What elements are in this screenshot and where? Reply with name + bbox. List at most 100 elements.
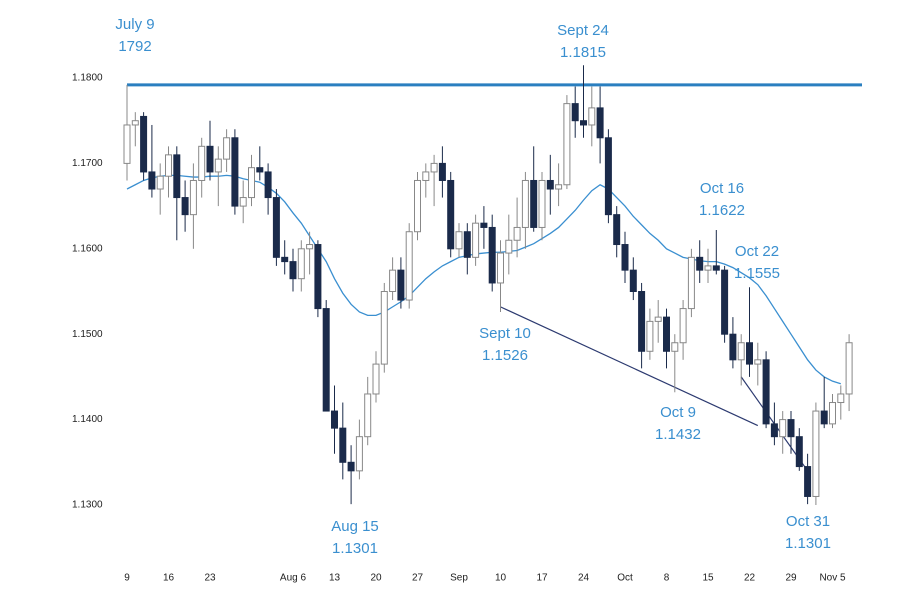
annotation-price: 1.1301 xyxy=(785,535,831,552)
annotation-date: Oct 9 xyxy=(660,404,696,421)
candle-body xyxy=(555,184,563,190)
candle-body xyxy=(355,436,363,472)
candle-body xyxy=(546,179,554,190)
candle-body xyxy=(505,239,513,254)
candle-body xyxy=(173,154,181,199)
candle-body xyxy=(414,179,421,233)
x-tick-label: 23 xyxy=(204,573,216,584)
y-tick-label: 1.1800 xyxy=(72,73,103,84)
candle-body xyxy=(372,363,380,395)
x-tick-label: 29 xyxy=(785,573,797,584)
candle-body xyxy=(272,197,280,258)
candle-body xyxy=(480,222,488,228)
candle-body xyxy=(463,231,471,258)
annotation-price: 1.1622 xyxy=(699,202,745,219)
candle-body xyxy=(770,423,778,438)
candle-body xyxy=(779,419,787,438)
candle-body xyxy=(181,197,189,216)
x-tick-label: 13 xyxy=(329,573,341,584)
annotation-price: 1.1301 xyxy=(332,540,378,557)
x-tick-label: 20 xyxy=(370,573,382,584)
candle-body xyxy=(829,402,836,425)
candle-body xyxy=(331,410,338,429)
candle-body xyxy=(696,256,704,271)
annotation-price: 1.1555 xyxy=(734,265,780,282)
candle-body xyxy=(198,145,206,181)
annotation-price: 1.1526 xyxy=(482,347,528,364)
candle-body xyxy=(438,162,446,181)
x-tick-label: 27 xyxy=(412,573,424,584)
candle-body xyxy=(746,342,753,365)
annotation-price: 1792 xyxy=(118,38,151,55)
candle-body xyxy=(223,137,231,160)
candle-body xyxy=(430,162,438,173)
candle-body xyxy=(712,265,720,271)
candle-body xyxy=(156,175,164,190)
x-tick-label: Nov 5 xyxy=(819,573,846,584)
candle-body xyxy=(231,137,239,207)
candle-body xyxy=(646,320,654,352)
candle-body xyxy=(239,197,247,207)
candle-body xyxy=(297,248,305,280)
candle-body xyxy=(729,333,737,361)
candle-body xyxy=(571,103,579,122)
y-tick-label: 1.1400 xyxy=(72,414,103,425)
x-tick-label: 15 xyxy=(702,573,714,584)
candle-body xyxy=(289,261,297,280)
candle-body xyxy=(264,171,272,199)
candle-body xyxy=(339,427,347,463)
candle-body xyxy=(812,410,820,497)
candle-body xyxy=(795,436,803,468)
candle-body xyxy=(314,244,322,310)
x-tick-label: Oct xyxy=(617,573,633,584)
candle-body xyxy=(148,171,156,190)
candle-body xyxy=(214,158,222,173)
x-tick-label: 16 xyxy=(163,573,175,584)
candle-body xyxy=(513,226,521,241)
x-tick-label: 9 xyxy=(124,573,130,584)
candle-body xyxy=(123,124,131,164)
candle-body xyxy=(380,291,388,365)
candle-body xyxy=(654,316,662,322)
candle-body xyxy=(804,466,812,497)
candle-body xyxy=(820,410,828,425)
candle-body xyxy=(347,461,355,472)
candle-body xyxy=(538,179,546,228)
annotation-price: 1.1815 xyxy=(560,44,606,61)
candle-body xyxy=(306,244,314,250)
candle-body xyxy=(281,256,289,263)
y-tick-label: 1.1600 xyxy=(72,243,103,254)
candle-body xyxy=(563,103,571,186)
y-tick-label: 1.1500 xyxy=(72,329,103,340)
candle-body xyxy=(397,269,405,301)
candle-body xyxy=(165,154,172,177)
candle-body xyxy=(837,393,845,404)
trendline xyxy=(500,306,759,427)
candle-body xyxy=(679,308,687,344)
candle-body xyxy=(497,252,504,284)
candle-body xyxy=(189,179,197,216)
candle-body xyxy=(488,226,496,284)
candle-body xyxy=(131,120,139,126)
candle-body xyxy=(455,231,463,250)
annotation-date: Aug 15 xyxy=(331,518,379,535)
candle-body xyxy=(787,419,795,438)
candle-body xyxy=(405,231,413,301)
candle-body xyxy=(845,342,853,395)
candle-body xyxy=(754,359,762,365)
candle-body xyxy=(530,179,538,228)
candle-body xyxy=(472,222,480,258)
annotation-date: Oct 22 xyxy=(735,243,779,260)
x-tick-label: 8 xyxy=(664,573,670,584)
candle-body xyxy=(580,120,587,126)
annotation-date: Oct 16 xyxy=(700,180,744,197)
annotation-date: Sept 24 xyxy=(557,22,609,39)
candle-body xyxy=(721,269,729,335)
annotation-date: July 9 xyxy=(115,16,154,33)
candle-body xyxy=(422,171,430,181)
candle-body xyxy=(248,167,255,199)
candle-body xyxy=(140,115,148,173)
candle-body xyxy=(663,316,670,352)
moving-average xyxy=(126,174,841,385)
